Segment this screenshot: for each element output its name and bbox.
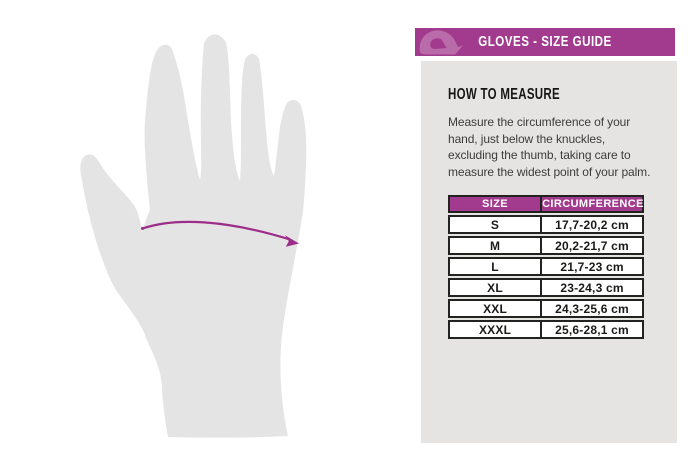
table-row: S 17,7-20,2 cm bbox=[448, 215, 644, 234]
table-row: XXXL 25,6-28,1 cm bbox=[448, 320, 644, 339]
circumference-value: 25,6-28,1 cm bbox=[542, 320, 644, 339]
size-table-header-row: SIZE CIRCUMFERENCE bbox=[448, 195, 644, 213]
size-value: XL bbox=[448, 278, 543, 297]
info-panel: HOW TO MEASURE Measure the circumference… bbox=[421, 61, 677, 443]
size-value: S bbox=[448, 215, 543, 234]
size-value: M bbox=[448, 236, 543, 255]
circumference-value: 23-24,3 cm bbox=[542, 278, 644, 297]
circumference-value: 24,3-25,6 cm bbox=[542, 299, 644, 318]
brand-logo-icon bbox=[419, 30, 463, 55]
circumference-column-header: CIRCUMFERENCE bbox=[542, 195, 644, 213]
howto-text: Measure the circumference of your hand, … bbox=[448, 115, 651, 179]
header-bar: GLOVES - SIZE GUIDE bbox=[415, 28, 675, 56]
size-value: L bbox=[448, 257, 543, 276]
hand-illustration bbox=[80, 34, 307, 438]
page-title: GLOVES - SIZE GUIDE bbox=[478, 34, 612, 50]
table-row: XXL 24,3-25,6 cm bbox=[448, 299, 644, 318]
size-table: SIZE CIRCUMFERENCE S 17,7-20,2 cm M 20,2… bbox=[448, 193, 644, 341]
circumference-value: 17,7-20,2 cm bbox=[542, 215, 644, 234]
measurement-arrow-icon bbox=[141, 220, 299, 247]
size-value: XXL bbox=[448, 299, 543, 318]
size-value: XXXL bbox=[448, 320, 543, 339]
table-row: XL 23-24,3 cm bbox=[448, 278, 644, 297]
size-column-header: SIZE bbox=[448, 195, 543, 213]
table-row: M 20,2-21,7 cm bbox=[448, 236, 644, 255]
circumference-value: 20,2-21,7 cm bbox=[542, 236, 644, 255]
table-row: L 21,7-23 cm bbox=[448, 257, 644, 276]
circumference-value: 21,7-23 cm bbox=[542, 257, 644, 276]
howto-heading: HOW TO MEASURE bbox=[448, 86, 560, 103]
hand-silhouette bbox=[80, 34, 307, 438]
